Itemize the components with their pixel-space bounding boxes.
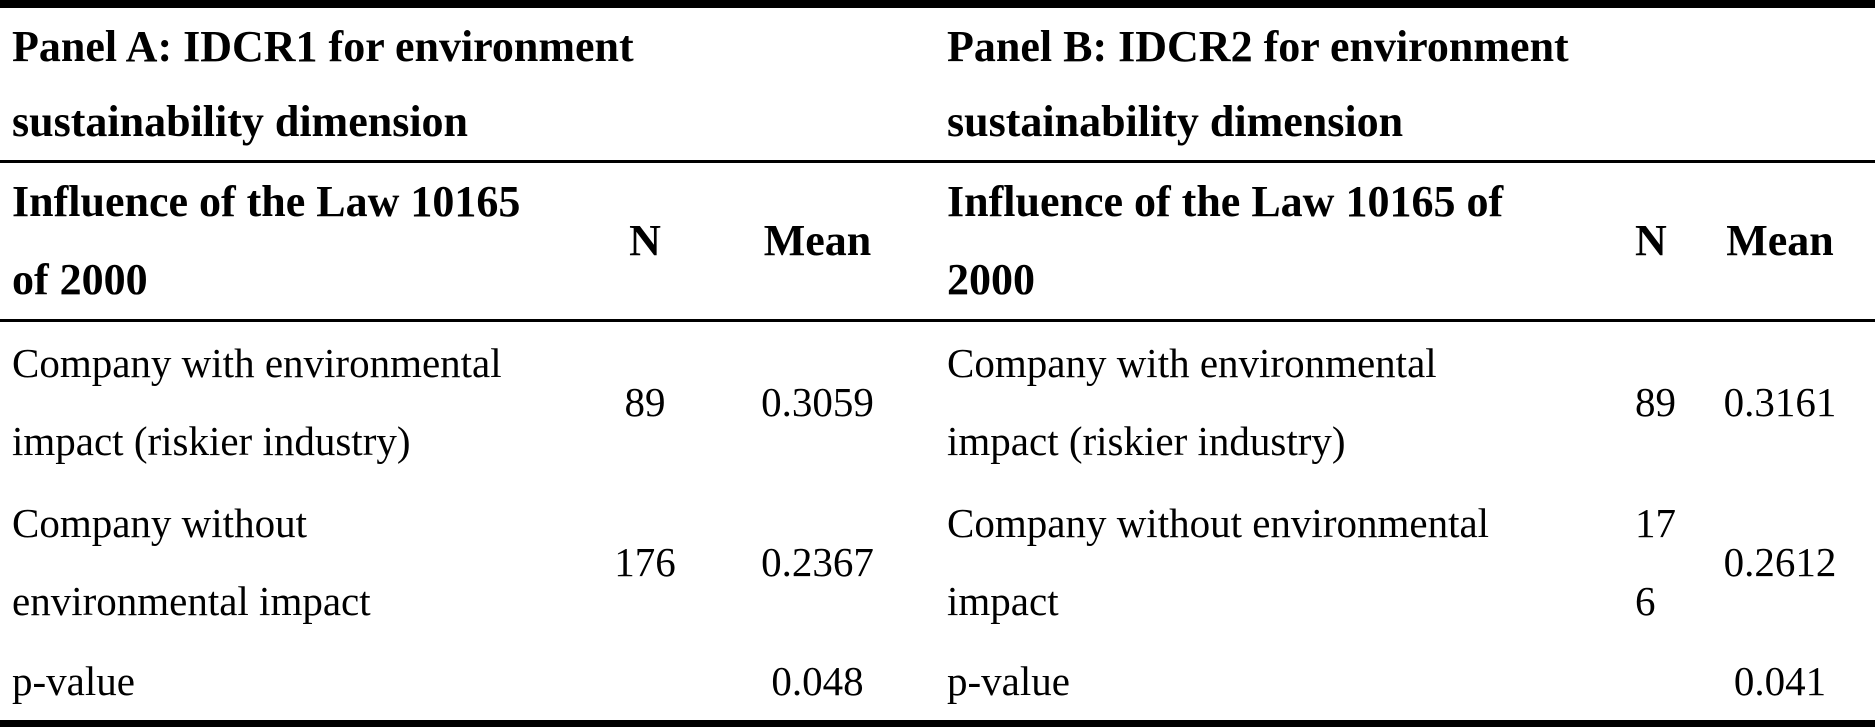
panel-a-row2-mean: 0.2367 [761, 539, 874, 585]
panel-a-pvalue-n [590, 642, 700, 724]
panel-a-row1-label: Company with environmental impact (riski… [12, 340, 502, 464]
panel-a-row2-n: 176 [614, 539, 676, 585]
panel-b-pvalue-label: p-value [947, 658, 1070, 704]
panel-b-pvalue-mean: 0.041 [1733, 658, 1827, 704]
table-row: Company without environmental impact 176… [0, 482, 1875, 642]
panel-a-row1-mean: 0.3059 [761, 379, 874, 425]
panel-b-row1-mean: 0.3161 [1723, 379, 1837, 425]
panel-a-header-n: N [590, 161, 700, 322]
panel-a-title: Panel A: IDCR1 for environment sustainab… [0, 4, 936, 163]
panel-a-row1-n: 89 [624, 379, 666, 425]
panel-a-header-label: Influence of the Law 10165 of 2000 [0, 161, 590, 322]
panel-b-row1-label: Company with environmental impact (riski… [947, 340, 1437, 464]
panel-b-row2-n: 176 [1635, 500, 1677, 624]
panel-b-pvalue-n [1605, 642, 1685, 724]
table-row: Company with environmental impact (riski… [0, 321, 1875, 483]
panel-a-pvalue-mean: 0.048 [771, 658, 864, 704]
panel-b-row2-mean: 0.2612 [1723, 539, 1837, 585]
panel-a-pvalue-label: p-value [12, 658, 135, 704]
panel-b-header-label: Influence of the Law 10165 of 2000 [935, 161, 1606, 322]
panel-b-header-mean: Mean [1685, 161, 1875, 322]
panel-titles-row: Panel A: IDCR1 for environment sustainab… [0, 4, 1875, 163]
panel-b-row2-label: Company without environmental impact [947, 500, 1490, 624]
panel-a-row2-label: Company without environmental impact [12, 500, 371, 624]
column-header-row: Influence of the Law 10165 of 2000 N Mea… [0, 161, 1875, 322]
panel-b-title: Panel B: IDCR2 for environment sustainab… [935, 4, 1875, 163]
panel-b-row1-n: 89 [1635, 379, 1677, 425]
table-row: p-value 0.048 p-value 0.041 [0, 642, 1875, 724]
panel-a-header-mean: Mean [700, 161, 936, 322]
panel-b-header-n: N [1605, 161, 1686, 322]
